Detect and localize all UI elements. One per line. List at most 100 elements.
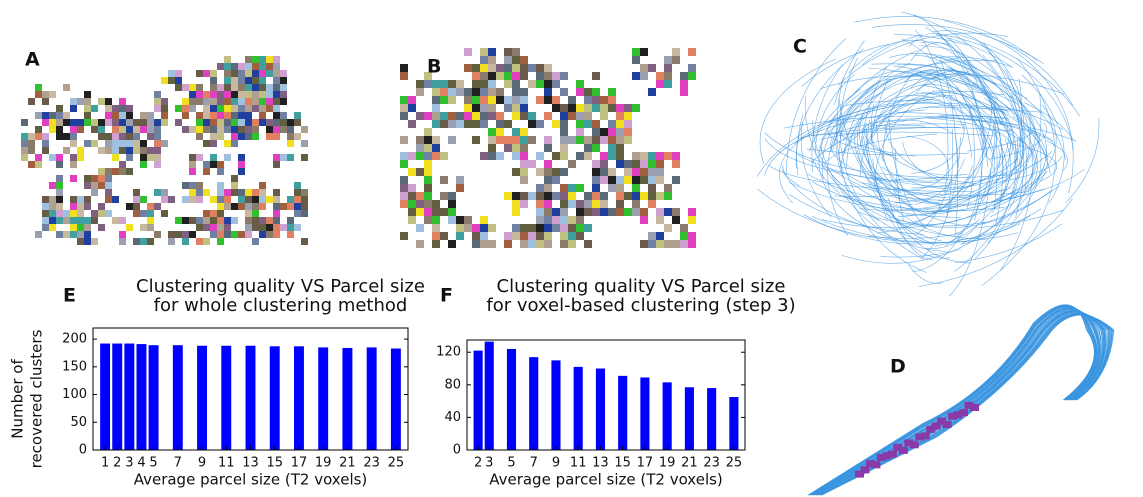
voxel bbox=[238, 112, 245, 119]
voxel bbox=[252, 105, 259, 112]
voxel bbox=[600, 104, 608, 112]
bar bbox=[684, 387, 694, 450]
voxel bbox=[576, 232, 584, 240]
voxel bbox=[287, 231, 294, 238]
voxel bbox=[196, 182, 203, 189]
chart-title: for voxel-based clustering (step 3) bbox=[486, 295, 795, 316]
voxel bbox=[203, 224, 210, 231]
voxel bbox=[133, 210, 140, 217]
voxel bbox=[504, 192, 512, 200]
voxel bbox=[648, 152, 656, 160]
fiber bbox=[939, 57, 958, 234]
fiber bbox=[885, 123, 977, 184]
voxel bbox=[112, 140, 119, 147]
voxel bbox=[189, 91, 196, 98]
fiber bbox=[788, 193, 924, 235]
voxel bbox=[84, 217, 91, 224]
voxel bbox=[189, 217, 196, 224]
voxel bbox=[189, 168, 196, 175]
voxel bbox=[624, 192, 632, 200]
x-tick-label: 11 bbox=[570, 456, 587, 471]
fiber bbox=[871, 24, 1044, 64]
voxel bbox=[448, 240, 456, 248]
voxel bbox=[238, 196, 245, 203]
voxel bbox=[424, 192, 432, 200]
fiber bbox=[989, 122, 1048, 160]
voxel bbox=[280, 154, 287, 161]
voxel bbox=[224, 105, 231, 112]
voxel bbox=[536, 216, 544, 224]
fiber bbox=[815, 309, 1103, 496]
x-tick-label: 3 bbox=[125, 456, 133, 471]
voxel bbox=[640, 160, 648, 168]
voxel bbox=[273, 119, 280, 126]
voxel bbox=[245, 126, 252, 133]
voxel bbox=[592, 176, 600, 184]
voxel bbox=[203, 70, 210, 77]
voxel bbox=[301, 238, 308, 245]
voxel bbox=[432, 240, 440, 248]
voxel bbox=[231, 91, 238, 98]
voxel bbox=[105, 133, 112, 140]
voxel bbox=[273, 133, 280, 140]
voxel bbox=[568, 104, 576, 112]
voxel bbox=[189, 84, 196, 91]
voxel bbox=[70, 133, 77, 140]
voxel bbox=[448, 88, 456, 96]
voxel bbox=[624, 104, 632, 112]
voxel bbox=[424, 128, 432, 136]
voxel bbox=[210, 112, 217, 119]
fiber bbox=[912, 226, 967, 272]
voxel bbox=[140, 119, 147, 126]
voxel bbox=[480, 104, 488, 112]
voxel bbox=[210, 105, 217, 112]
voxel bbox=[552, 192, 560, 200]
voxel bbox=[217, 224, 224, 231]
voxel bbox=[182, 98, 189, 105]
voxel bbox=[560, 128, 568, 136]
parcel bbox=[948, 412, 958, 420]
voxel bbox=[448, 80, 456, 88]
voxel bbox=[504, 104, 512, 112]
voxel bbox=[648, 232, 656, 240]
voxel bbox=[147, 217, 154, 224]
voxel bbox=[552, 208, 560, 216]
voxel bbox=[112, 168, 119, 175]
parcel bbox=[893, 443, 903, 451]
voxel bbox=[608, 120, 616, 128]
voxel bbox=[584, 96, 592, 104]
voxel bbox=[301, 154, 308, 161]
fiber bbox=[842, 71, 970, 142]
voxel bbox=[294, 210, 301, 217]
voxel bbox=[472, 224, 480, 232]
voxel bbox=[140, 224, 147, 231]
voxel bbox=[77, 126, 84, 133]
voxel bbox=[528, 224, 536, 232]
fiber bbox=[828, 117, 1054, 142]
voxel bbox=[408, 200, 416, 208]
voxel bbox=[496, 136, 504, 144]
fiber bbox=[809, 305, 1096, 496]
voxel bbox=[576, 136, 584, 144]
voxel bbox=[189, 182, 196, 189]
voxel bbox=[512, 64, 520, 72]
fiber bbox=[980, 137, 1035, 210]
voxel bbox=[424, 208, 432, 216]
voxel bbox=[273, 112, 280, 119]
voxel bbox=[552, 168, 560, 176]
voxel bbox=[63, 147, 70, 154]
voxel bbox=[616, 136, 624, 144]
voxel bbox=[568, 160, 576, 168]
voxel bbox=[112, 119, 119, 126]
voxel bbox=[182, 182, 189, 189]
voxel bbox=[175, 77, 182, 84]
voxel bbox=[154, 203, 161, 210]
voxel bbox=[203, 210, 210, 217]
voxel bbox=[664, 80, 672, 88]
voxel bbox=[245, 119, 252, 126]
voxel bbox=[252, 84, 259, 91]
voxel bbox=[196, 133, 203, 140]
voxel bbox=[105, 112, 112, 119]
voxel bbox=[584, 240, 592, 248]
voxel bbox=[608, 128, 616, 136]
